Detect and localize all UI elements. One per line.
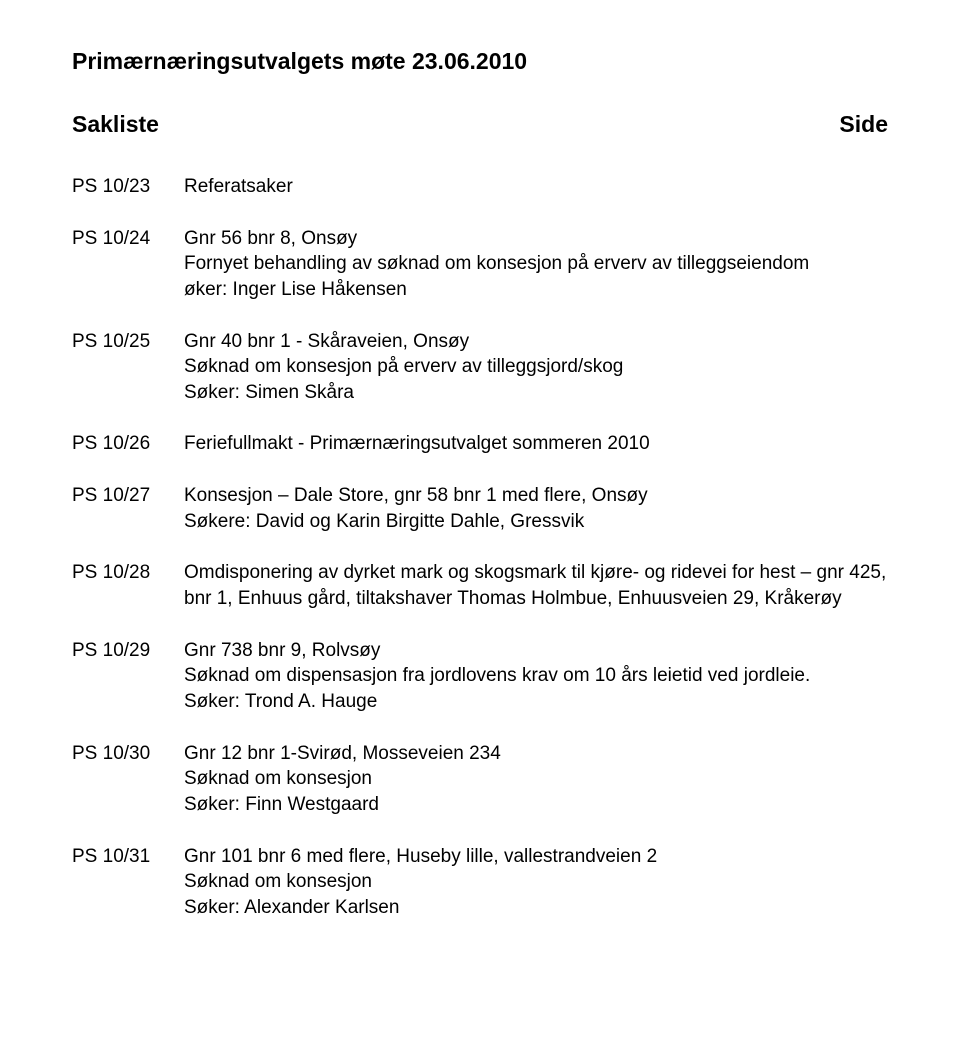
item-id: PS 10/28 bbox=[72, 560, 184, 611]
item-line: Søkere: David og Karin Birgitte Dahle, G… bbox=[184, 509, 888, 535]
item-body: Referatsaker bbox=[184, 174, 888, 200]
item-line: Søker: Alexander Karlsen bbox=[184, 895, 888, 921]
item-line: Søknad om konsesjon på erverv av tillegg… bbox=[184, 354, 888, 380]
item-line: Søknad om konsesjon bbox=[184, 869, 888, 895]
item-body: Gnr 56 bnr 8, Onsøy Fornyet behandling a… bbox=[184, 226, 888, 303]
item-body: Gnr 12 bnr 1-Svirød, Mosseveien 234 Søkn… bbox=[184, 741, 888, 818]
item-body: Gnr 40 bnr 1 - Skåraveien, Onsøy Søknad … bbox=[184, 329, 888, 406]
item-id: PS 10/30 bbox=[72, 741, 184, 818]
item-body: Konsesjon – Dale Store, gnr 58 bnr 1 med… bbox=[184, 483, 888, 534]
item-line: Gnr 101 bnr 6 med flere, Huseby lille, v… bbox=[184, 844, 888, 870]
agenda-item: PS 10/24 Gnr 56 bnr 8, Onsøy Fornyet beh… bbox=[72, 226, 888, 303]
item-line: Konsesjon – Dale Store, gnr 58 bnr 1 med… bbox=[184, 483, 888, 509]
item-line: øker: Inger Lise Håkensen bbox=[184, 277, 888, 303]
sakliste-label: Sakliste bbox=[72, 111, 159, 138]
item-id: PS 10/29 bbox=[72, 638, 184, 715]
item-line: Gnr 12 bnr 1-Svirød, Mosseveien 234 bbox=[184, 741, 888, 767]
item-line: Søker: Simen Skåra bbox=[184, 380, 888, 406]
agenda-item: PS 10/27 Konsesjon – Dale Store, gnr 58 … bbox=[72, 483, 888, 534]
item-line: Søknad om dispensasjon fra jordlovens kr… bbox=[184, 663, 888, 689]
item-id: PS 10/25 bbox=[72, 329, 184, 406]
page: Primærnæringsutvalgets møte 23.06.2010 S… bbox=[0, 0, 960, 1057]
item-id: PS 10/31 bbox=[72, 844, 184, 921]
item-line: Feriefullmakt - Primærnæringsutvalget so… bbox=[184, 431, 888, 457]
document-title: Primærnæringsutvalgets møte 23.06.2010 bbox=[72, 48, 888, 75]
sakliste-header-row: Sakliste Side bbox=[72, 111, 888, 138]
agenda-item: PS 10/23 Referatsaker bbox=[72, 174, 888, 200]
agenda-item: PS 10/26 Feriefullmakt - Primærnæringsut… bbox=[72, 431, 888, 457]
item-line: Søker: Finn Westgaard bbox=[184, 792, 888, 818]
agenda-item: PS 10/28 Omdisponering av dyrket mark og… bbox=[72, 560, 888, 611]
item-body: Omdisponering av dyrket mark og skogsmar… bbox=[184, 560, 888, 611]
item-line: Gnr 56 bnr 8, Onsøy bbox=[184, 226, 888, 252]
item-body: Gnr 738 bnr 9, Rolvsøy Søknad om dispens… bbox=[184, 638, 888, 715]
item-line: Referatsaker bbox=[184, 174, 888, 200]
item-line: Fornyet behandling av søknad om konsesjo… bbox=[184, 251, 888, 277]
item-id: PS 10/23 bbox=[72, 174, 184, 200]
item-line: Søknad om konsesjon bbox=[184, 766, 888, 792]
item-line: Gnr 738 bnr 9, Rolvsøy bbox=[184, 638, 888, 664]
item-line: Gnr 40 bnr 1 - Skåraveien, Onsøy bbox=[184, 329, 888, 355]
item-id: PS 10/27 bbox=[72, 483, 184, 534]
agenda-item: PS 10/31 Gnr 101 bnr 6 med flere, Huseby… bbox=[72, 844, 888, 921]
item-line: Omdisponering av dyrket mark og skogsmar… bbox=[184, 560, 888, 611]
agenda-item: PS 10/30 Gnr 12 bnr 1-Svirød, Mosseveien… bbox=[72, 741, 888, 818]
item-line: Søker: Trond A. Hauge bbox=[184, 689, 888, 715]
agenda-item: PS 10/25 Gnr 40 bnr 1 - Skåraveien, Onsø… bbox=[72, 329, 888, 406]
agenda-item: PS 10/29 Gnr 738 bnr 9, Rolvsøy Søknad o… bbox=[72, 638, 888, 715]
item-id: PS 10/26 bbox=[72, 431, 184, 457]
item-body: Gnr 101 bnr 6 med flere, Huseby lille, v… bbox=[184, 844, 888, 921]
side-label: Side bbox=[839, 111, 888, 138]
item-id: PS 10/24 bbox=[72, 226, 184, 303]
item-body: Feriefullmakt - Primærnæringsutvalget so… bbox=[184, 431, 888, 457]
